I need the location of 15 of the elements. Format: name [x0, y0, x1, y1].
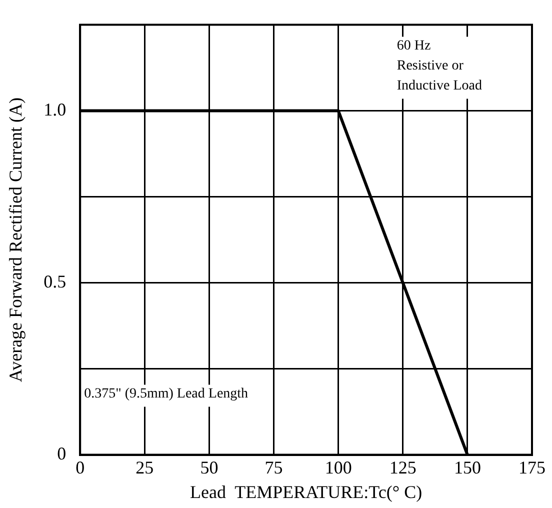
annotation: 0.375" (9.5mm) Lead Length	[84, 386, 248, 402]
x-tick-label: 150	[454, 457, 481, 478]
x-tick-label: 0	[76, 457, 85, 478]
x-tick-label: 175	[518, 457, 546, 478]
y-tick-label: 1.0	[44, 100, 66, 120]
annotation: 60 Hz Resistive or Inductive Load	[396, 38, 482, 94]
x-tick-label: 75	[264, 457, 283, 478]
x-tick-label: 25	[136, 457, 154, 478]
y-tick-label: 0	[57, 444, 66, 464]
y-tick-label: 0.5	[44, 272, 66, 292]
x-axis-title: Lead TEMPERATURE:Tc(° C)	[190, 482, 422, 502]
x-tick-label: 100	[324, 457, 352, 478]
x-tick-label: 50	[200, 457, 218, 478]
y-axis-title: Average Forward Rectified Current (A)	[6, 98, 26, 382]
x-tick-label: 125	[389, 457, 416, 478]
